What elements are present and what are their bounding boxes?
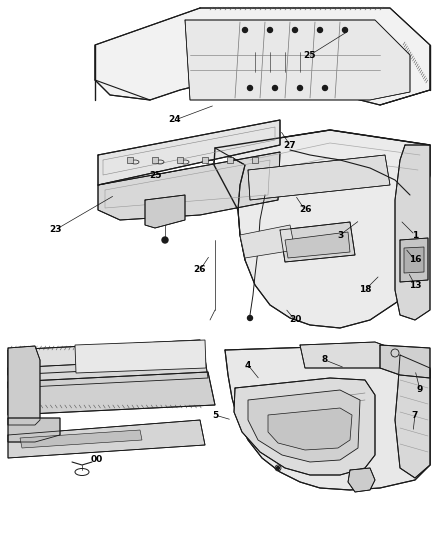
Polygon shape [225, 345, 430, 490]
Text: 9: 9 [417, 385, 423, 394]
Text: 23: 23 [49, 225, 61, 235]
Circle shape [343, 28, 347, 33]
Polygon shape [285, 232, 350, 258]
Circle shape [322, 85, 328, 91]
Polygon shape [348, 468, 375, 492]
Text: 1: 1 [412, 230, 418, 239]
Polygon shape [20, 430, 142, 448]
Text: 00: 00 [91, 456, 103, 464]
Circle shape [243, 28, 247, 33]
Text: 26: 26 [299, 206, 311, 214]
Text: 4: 4 [245, 360, 251, 369]
Polygon shape [300, 342, 410, 368]
Text: 25: 25 [149, 171, 161, 180]
Polygon shape [404, 247, 424, 273]
Text: 27: 27 [284, 141, 297, 149]
Polygon shape [95, 8, 430, 105]
Polygon shape [240, 225, 295, 258]
Polygon shape [215, 130, 430, 328]
Circle shape [297, 85, 303, 91]
Bar [152, 157, 158, 163]
Text: 13: 13 [409, 280, 421, 289]
Text: 5: 5 [212, 410, 218, 419]
Polygon shape [248, 390, 360, 462]
Bar [227, 157, 233, 163]
Polygon shape [395, 355, 430, 478]
Polygon shape [98, 152, 280, 220]
Polygon shape [268, 408, 352, 450]
Bar [177, 157, 183, 163]
Polygon shape [98, 120, 280, 185]
Text: 7: 7 [412, 410, 418, 419]
Circle shape [268, 28, 272, 33]
Polygon shape [248, 155, 390, 200]
Text: 20: 20 [289, 316, 301, 325]
Circle shape [276, 466, 279, 470]
Text: 3: 3 [337, 230, 343, 239]
Polygon shape [8, 340, 205, 375]
Polygon shape [395, 145, 430, 320]
Polygon shape [400, 238, 428, 282]
Polygon shape [8, 358, 208, 388]
Polygon shape [8, 346, 40, 425]
Circle shape [162, 237, 168, 243]
Polygon shape [8, 420, 205, 458]
Text: 26: 26 [194, 265, 206, 274]
Text: 16: 16 [409, 255, 421, 264]
Polygon shape [185, 20, 410, 100]
Polygon shape [380, 345, 430, 378]
Circle shape [247, 85, 252, 91]
Text: 8: 8 [322, 356, 328, 365]
Polygon shape [234, 378, 375, 475]
Circle shape [318, 28, 322, 33]
Text: 24: 24 [169, 116, 181, 125]
Polygon shape [75, 340, 206, 373]
Polygon shape [8, 418, 60, 442]
Bar [252, 157, 258, 163]
Text: 18: 18 [359, 286, 371, 295]
Circle shape [247, 316, 252, 320]
Polygon shape [280, 222, 355, 262]
Polygon shape [8, 372, 215, 415]
Text: 25: 25 [304, 51, 316, 60]
Polygon shape [145, 195, 185, 228]
Bar [127, 157, 133, 163]
Circle shape [272, 85, 278, 91]
Bar [202, 157, 208, 163]
Circle shape [293, 28, 297, 33]
